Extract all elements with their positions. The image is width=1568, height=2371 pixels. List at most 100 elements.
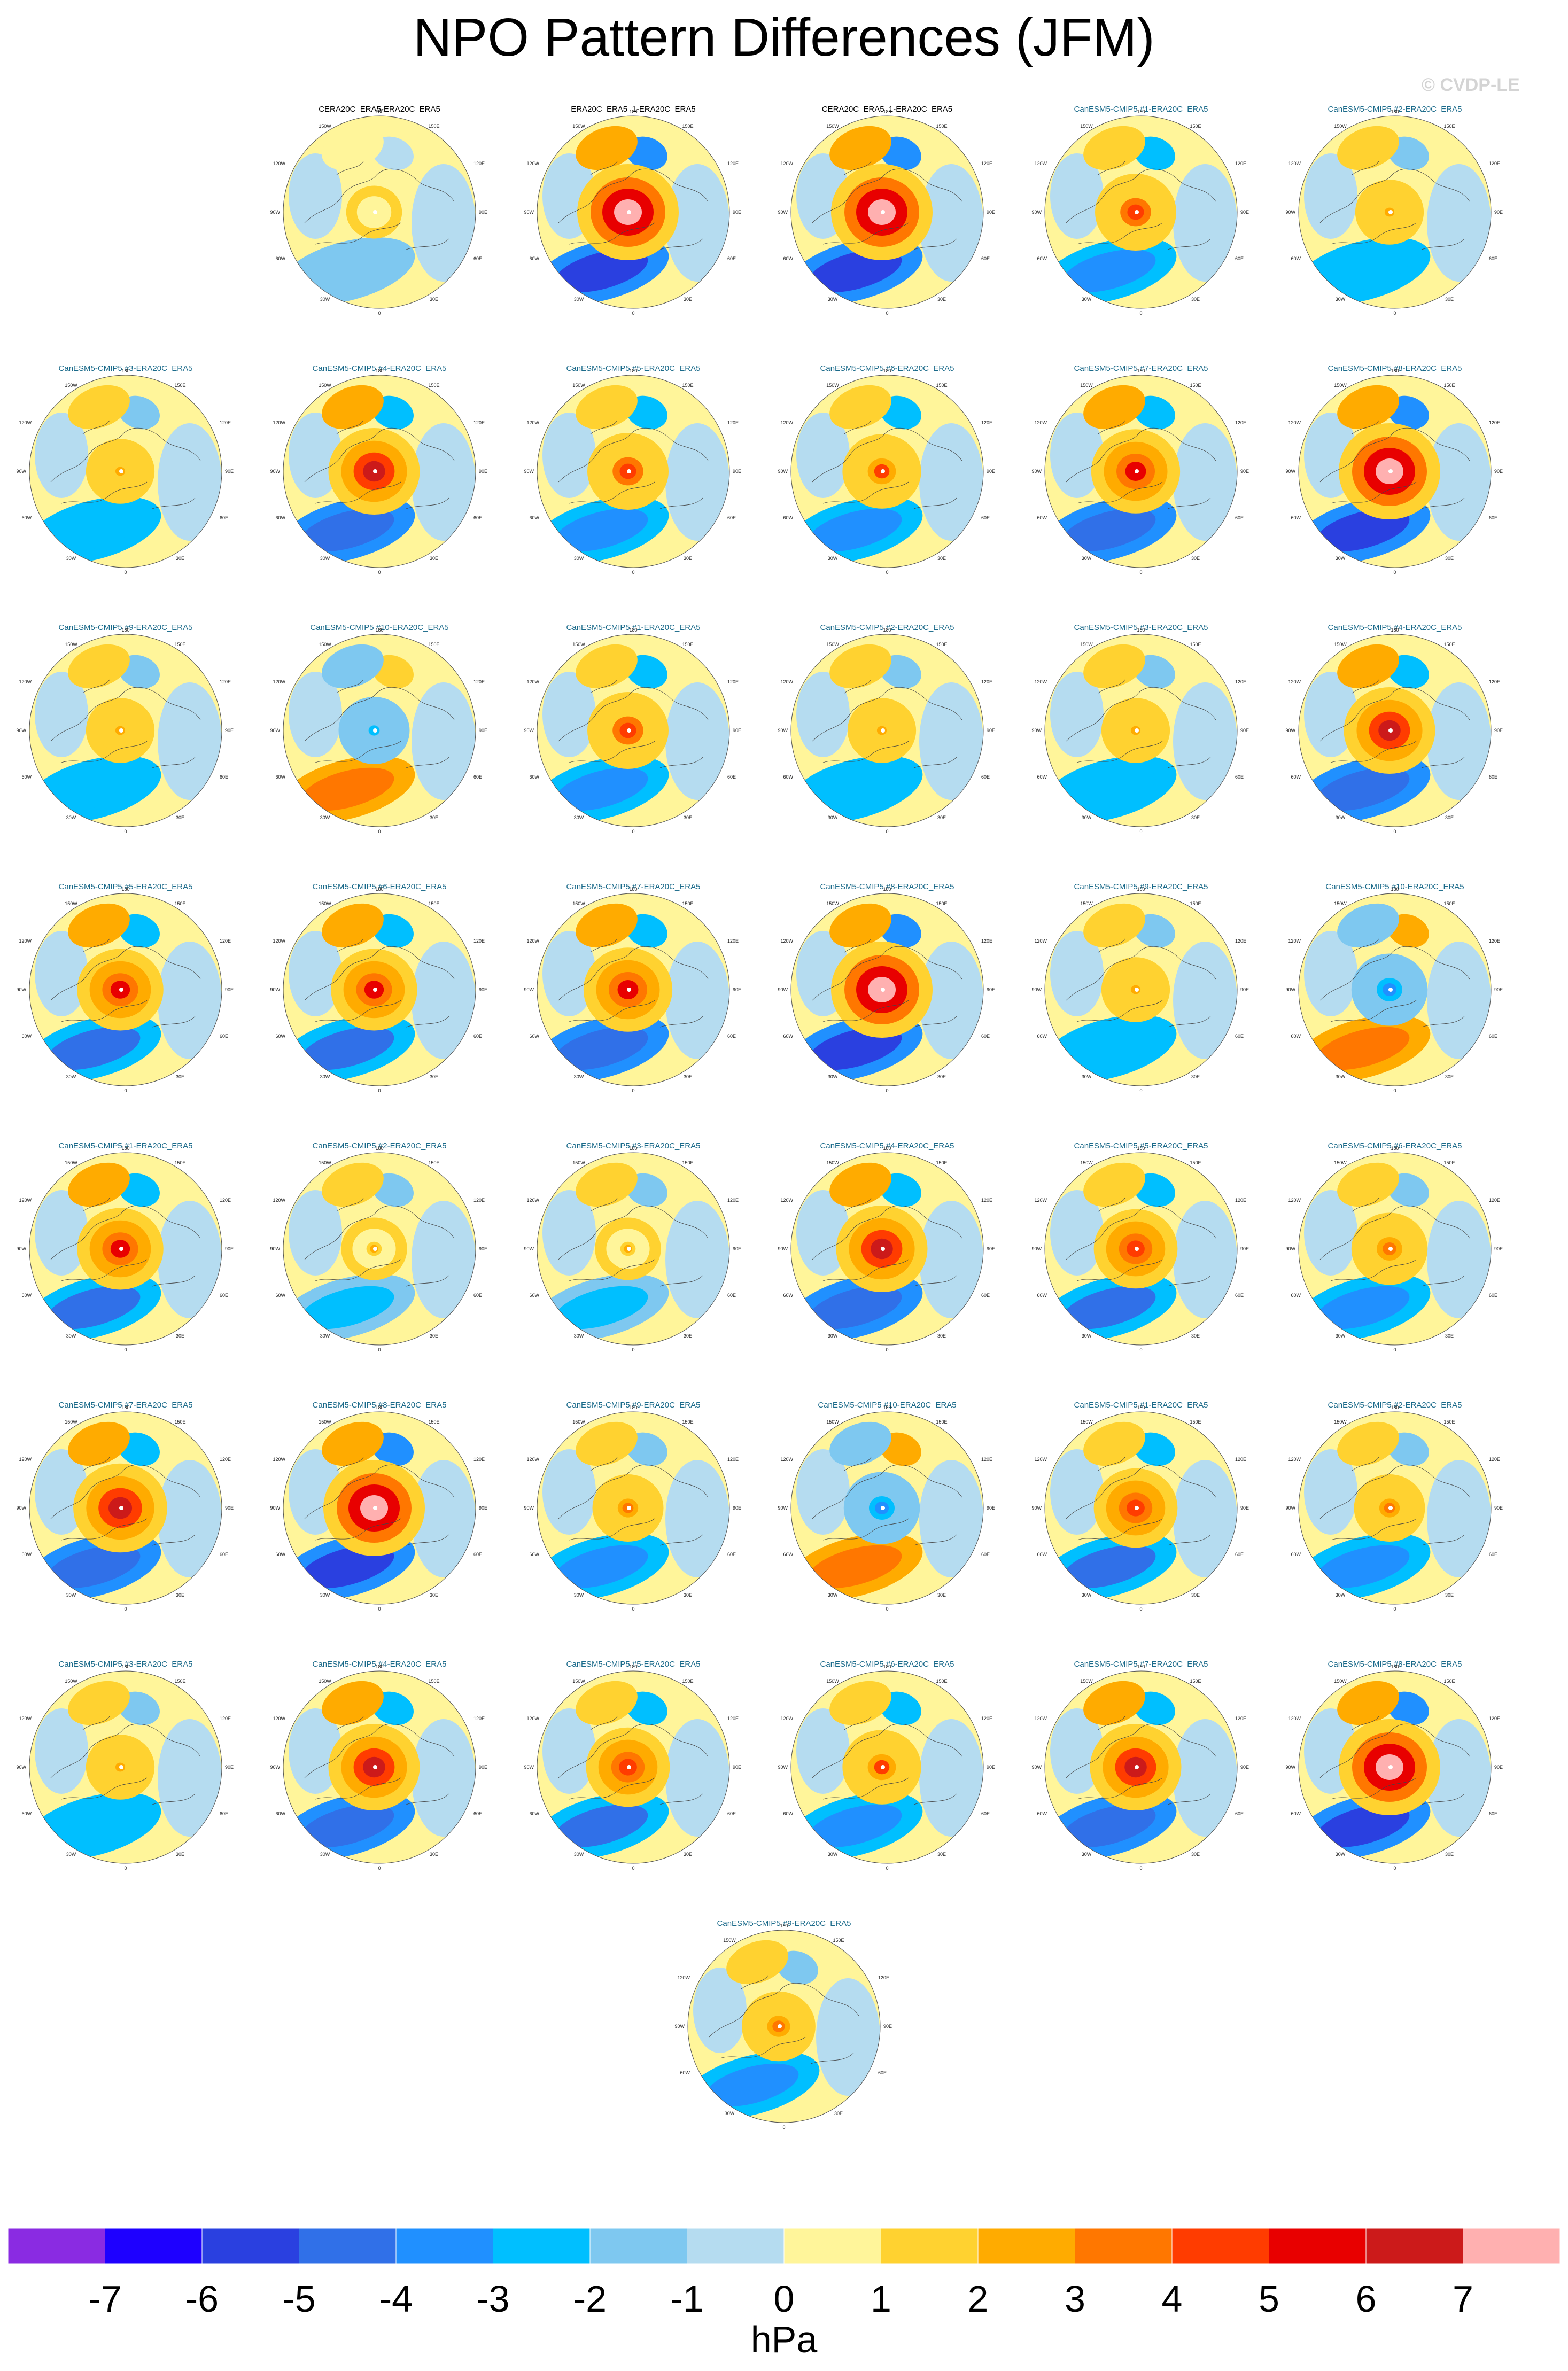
colorbar-segment: [395, 2228, 493, 2264]
colorbar-segment: [1269, 2228, 1367, 2264]
north-pole-marker: [627, 1765, 631, 1769]
longitude-label: 60E: [473, 1293, 482, 1298]
colorbar-tick-label: -5: [282, 2278, 316, 2320]
map-outline: [790, 1670, 984, 1864]
longitude-label: 60E: [981, 1293, 990, 1298]
longitude-label: 90E: [479, 469, 487, 474]
longitude-label: 30W: [320, 556, 330, 561]
longitude-label: 90W: [778, 469, 788, 474]
colorbar-segment: [201, 2228, 299, 2264]
coastline: [1319, 1457, 1470, 1546]
pacific-positive-anomaly: [1083, 1421, 1145, 1466]
north-pole-marker: [881, 210, 885, 214]
longitude-label: 30E: [430, 1592, 438, 1598]
longitude-label: 30E: [684, 556, 692, 561]
longitude-label: 90E: [225, 469, 234, 474]
pacific-positive-anomaly: [576, 644, 638, 689]
pacific-positive-anomaly: [322, 126, 384, 170]
polar-map: 180 150W 150E 120W 120E 90W 90E 60W 60E 30W 30E 0: [778, 368, 995, 575]
longitude-label: 90W: [1285, 469, 1295, 474]
pacific-positive-anomaly: [322, 903, 384, 948]
north-pole-marker: [1388, 728, 1393, 733]
pacific-positive-anomaly: [322, 1421, 384, 1466]
longitude-label: 90E: [1240, 469, 1249, 474]
longitude-label: 60W: [21, 1293, 32, 1298]
map-outline: [790, 893, 984, 1086]
panel-title: CanESM5-CMIP5 #6-ERA20C_ERA5: [820, 364, 954, 373]
map-panel: CanESM5-CMIP5 #9-ERA20C_ERA5 180 150W 150E 1…: [666, 1918, 902, 2154]
longitude-label: 120W: [1034, 420, 1047, 425]
longitude-label: 30W: [828, 1074, 838, 1079]
longitude-label: 60W: [1037, 256, 1047, 261]
longitude-label: 90E: [1240, 728, 1249, 733]
map-outline: [1298, 1152, 1492, 1346]
weak-anomaly-region: [1427, 682, 1491, 800]
map-panel: CanESM5-CMIP5 #5-ERA20C_ERA5 180 150W 150E 1…: [8, 882, 243, 1117]
weak-anomaly-region: [289, 1190, 342, 1276]
longitude-label: 150E: [1443, 901, 1455, 906]
polar-map: 180 150W 150E 120W 120E 90W 90E 60W 60E 30W 30E 0: [1031, 1405, 1249, 1612]
weak-anomaly-region: [1173, 164, 1237, 282]
longitude-label: 30W: [66, 1074, 76, 1079]
longitude-label: 0: [632, 1606, 634, 1612]
coastline: [1066, 161, 1216, 250]
weak-anomaly-region: [693, 1968, 747, 2053]
pacific-positive-anomaly: [322, 644, 384, 689]
north-pole-marker: [1388, 1765, 1393, 1769]
longitude-label: 60E: [473, 1811, 482, 1816]
longitude-label: 90E: [1494, 728, 1503, 733]
map-panel: CanESM5-CMIP5 #1-ERA20C_ERA5 180 150W 150E 1…: [8, 1141, 243, 1376]
polar-map: 180 150W 150E 120W 120E 90W 90E 60W 60E 30W 30E 0: [270, 368, 487, 575]
longitude-label: 120E: [981, 1198, 992, 1203]
longitude-label: 60E: [1235, 1552, 1244, 1557]
map-outline: [537, 634, 730, 827]
negative-anomaly-core: [808, 1027, 902, 1070]
longitude-label: 120E: [727, 1198, 739, 1203]
map-outline: [29, 634, 222, 827]
longitude-label: 150E: [428, 383, 439, 388]
longitude-label: 150W: [826, 1678, 839, 1684]
pacific-positive-anomaly: [576, 903, 638, 948]
weak-anomaly-region: [665, 1460, 729, 1577]
longitude-label: 90W: [16, 1764, 26, 1770]
longitude-label: 150W: [572, 123, 585, 129]
coastline: [1066, 938, 1216, 1028]
pacific-positive-anomaly: [1337, 385, 1399, 430]
map-outline: [1298, 375, 1492, 568]
longitude-label: 60E: [981, 256, 990, 261]
weak-anomaly-region: [1304, 1449, 1357, 1535]
longitude-label: 150E: [1443, 383, 1455, 388]
negative-anomaly-core: [46, 1027, 141, 1070]
longitude-label: 0: [632, 829, 634, 834]
longitude-label: 120E: [727, 420, 739, 425]
longitude-label: 0: [1139, 829, 1142, 834]
longitude-label: 150W: [572, 1678, 585, 1684]
panel-title: CanESM5-CMIP5 #9-ERA20C_ERA5: [1074, 882, 1208, 891]
longitude-label: 150E: [174, 1160, 185, 1165]
coastline: [812, 938, 962, 1028]
map-panel: CanESM5-CMIP5 #7-ERA20C_ERA5 180 150W 150E 1…: [1023, 363, 1259, 598]
longitude-label: 60E: [727, 774, 736, 780]
longitude-label: 30E: [176, 1074, 184, 1079]
map-panel: CanESM5-CMIP5 #1-ERA20C_ERA5 180 150W 150E 1…: [1023, 104, 1259, 339]
negative-anomaly-core: [46, 767, 141, 811]
longitude-label: 180: [1391, 627, 1399, 633]
longitude-label: 60W: [1291, 1293, 1301, 1298]
coastline: [558, 1198, 709, 1287]
longitude-label: 30W: [1336, 1074, 1346, 1079]
longitude-label: 180: [1391, 109, 1399, 114]
longitude-label: 150E: [682, 901, 693, 906]
coastline: [812, 1716, 962, 1805]
longitude-label: 120E: [727, 1457, 739, 1462]
longitude-label: 0: [378, 1088, 381, 1093]
longitude-label: 120E: [981, 420, 992, 425]
north-pole-marker: [373, 1765, 377, 1769]
longitude-label: 0: [886, 1347, 888, 1352]
colorbar-tick-label: 6: [1355, 2278, 1377, 2320]
weak-anomaly-region: [1050, 1708, 1104, 1794]
longitude-label: 90W: [524, 987, 534, 992]
longitude-label: 120W: [526, 1198, 539, 1203]
weak-anomaly-region: [796, 413, 850, 498]
weak-anomaly-region: [412, 942, 476, 1059]
longitude-label: 120W: [273, 938, 285, 944]
